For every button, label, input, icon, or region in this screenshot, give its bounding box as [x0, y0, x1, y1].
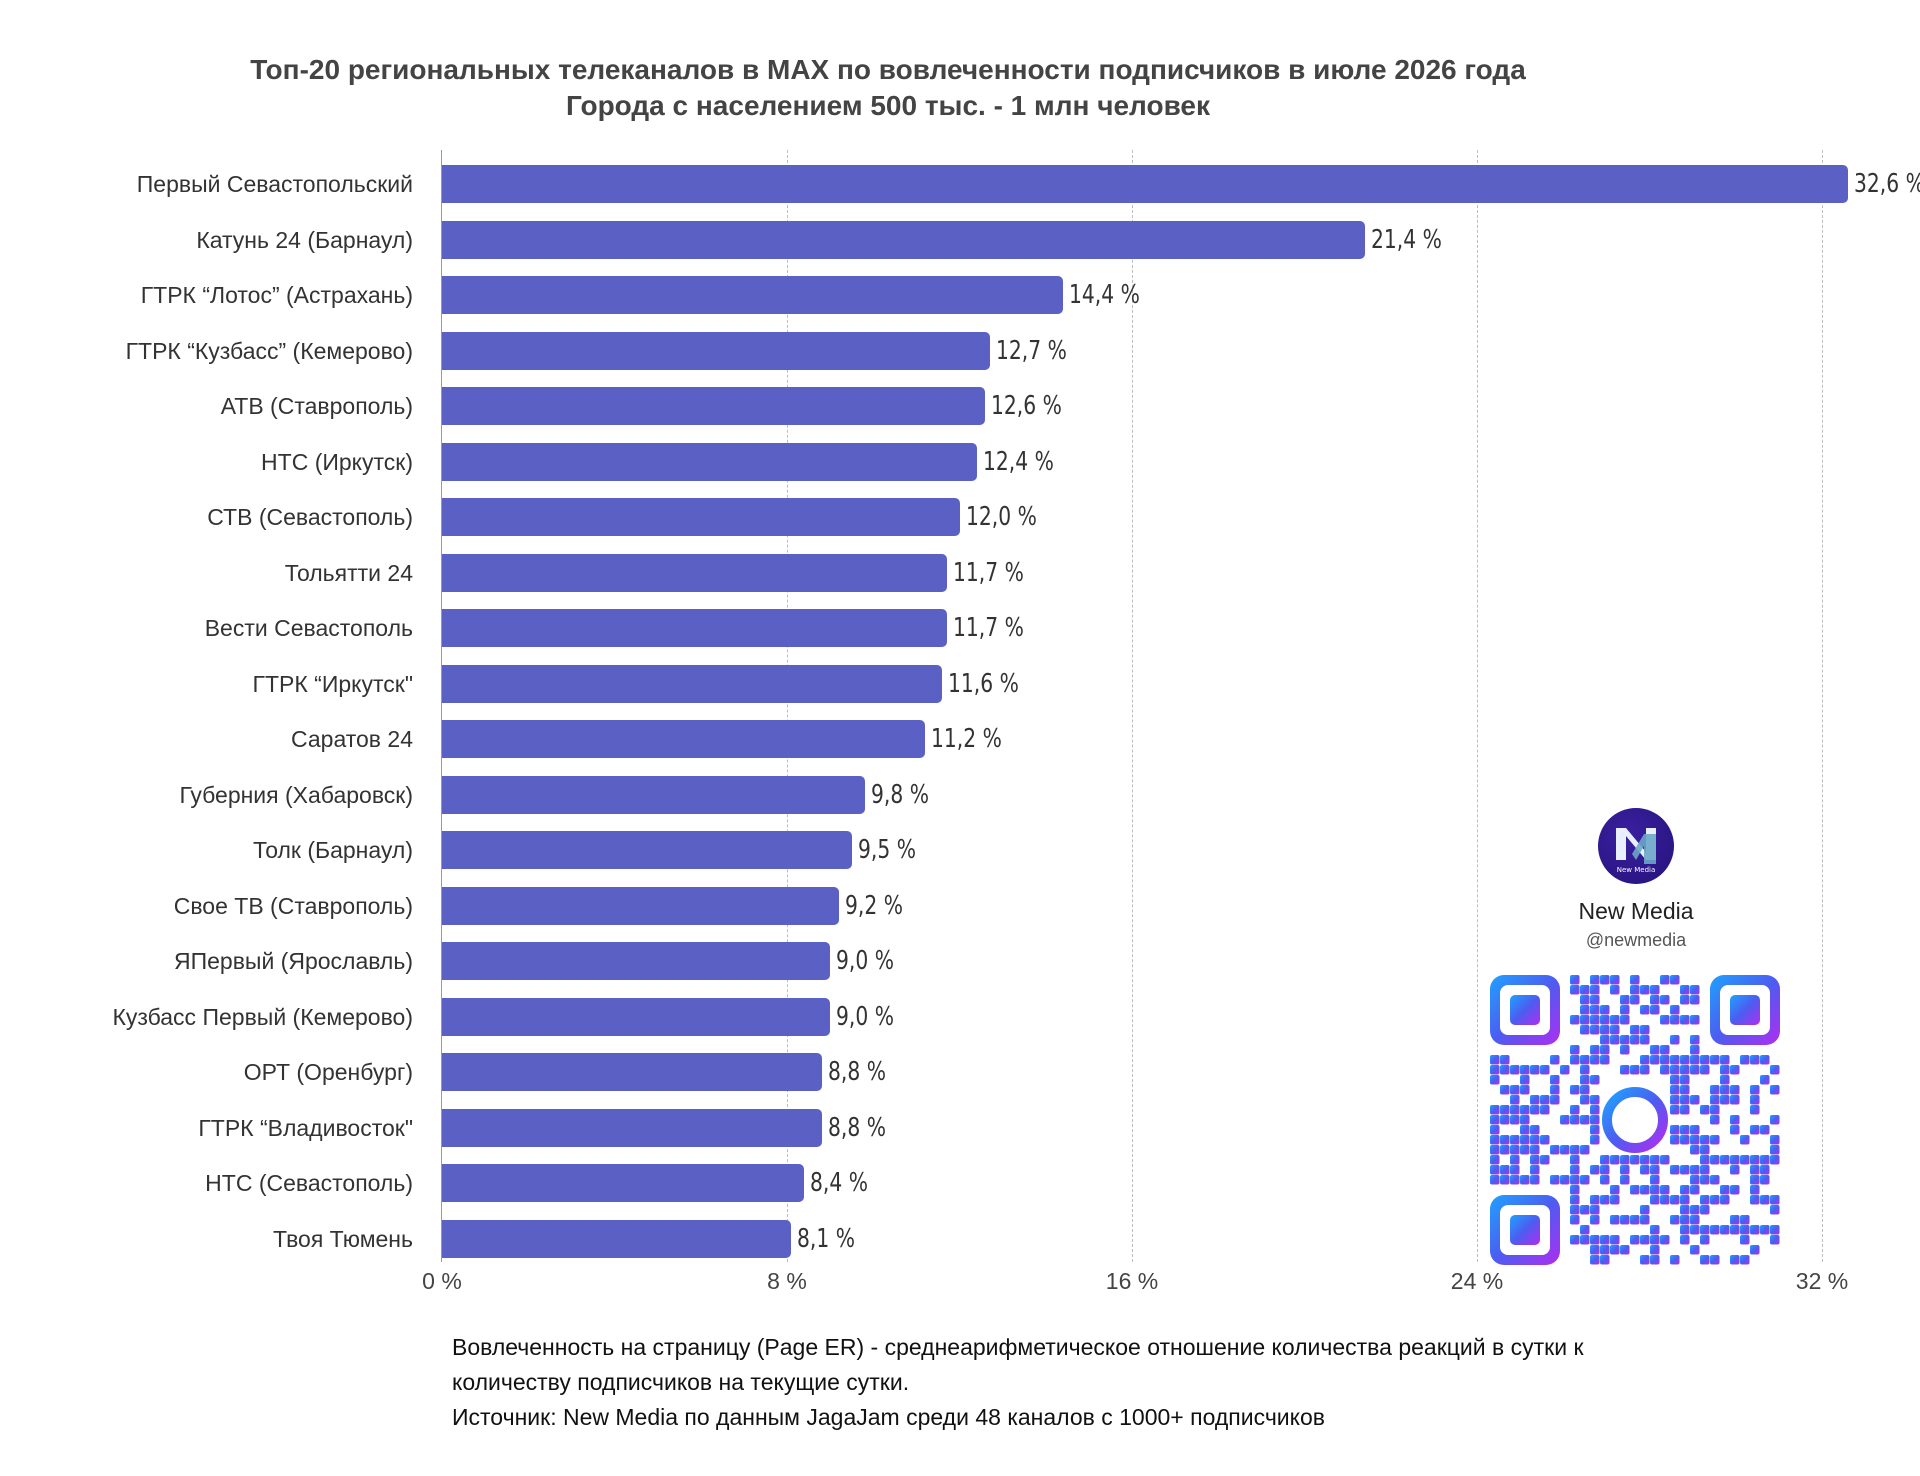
category-label: Толк (Барнаул)	[252, 837, 413, 863]
bar	[442, 1219, 792, 1258]
data-label: 9,5 %	[857, 835, 916, 865]
category-label: Первый Севастопольский	[136, 171, 413, 197]
data-label: 11,7 %	[952, 557, 1024, 588]
category-label: СТВ (Севастополь)	[207, 504, 413, 530]
bar	[442, 498, 960, 536]
bar	[442, 997, 831, 1036]
data-label: 8,4 %	[810, 1168, 869, 1198]
category-label: АТВ (Ставрополь)	[220, 393, 413, 419]
data-label: 21,4 %	[1370, 224, 1442, 255]
data-label: 12,6 %	[991, 391, 1063, 421]
x-tick-label: 16 %	[1105, 1268, 1159, 1294]
category-label: Вести Севастополь	[204, 615, 413, 641]
category-label: ГТРК “Иркутск"	[252, 670, 413, 697]
data-label: 11,7 %	[952, 613, 1024, 643]
data-label: 11,6 %	[948, 668, 1020, 699]
chart-title: Топ-20 региональных телеканалов в MAX по…	[250, 54, 1526, 85]
bar	[442, 720, 925, 758]
category-label: ОРТ (Оренбург)	[243, 1059, 413, 1085]
data-label: 11,2 %	[931, 724, 1002, 754]
category-label: Твоя Тюмень	[273, 1225, 413, 1252]
category-label: ГТРК “Лотос” (Астрахань)	[140, 282, 413, 308]
data-label: 9,8 %	[870, 779, 929, 810]
data-label: 12,0 %	[965, 502, 1037, 532]
bar	[442, 387, 986, 425]
bar	[442, 831, 852, 869]
chart-subtitle: Города с населением 500 тыс. - 1 млн чел…	[565, 90, 1210, 121]
bar	[442, 1053, 822, 1091]
category-label: Свое ТВ (Ставрополь)	[173, 892, 413, 919]
bar	[442, 276, 1063, 314]
category-label: ГТРК “Владивосток"	[198, 1114, 413, 1141]
qr-code	[1490, 975, 1780, 1265]
gridline	[1822, 150, 1823, 1262]
brand-logo-text: New Media	[1617, 866, 1656, 874]
category-label: Тольятти 24	[284, 559, 413, 586]
category-label: ЯПервый (Ярославль)	[173, 948, 413, 974]
brand-name: New Media	[1578, 898, 1694, 924]
data-label: 8,8 %	[827, 1057, 886, 1087]
brand-logo: New Media	[1598, 808, 1674, 884]
bar	[442, 165, 1848, 203]
bar	[442, 664, 943, 703]
bar	[442, 1108, 822, 1147]
gridline	[1132, 150, 1133, 1262]
bar	[442, 220, 1365, 259]
bar	[442, 942, 831, 980]
bar	[442, 553, 947, 592]
bar	[442, 609, 947, 647]
data-label: 32,6 %	[1853, 169, 1920, 199]
bar	[442, 886, 839, 925]
x-tick-label: 0 %	[422, 1268, 462, 1294]
category-label: Саратов 24	[291, 726, 413, 752]
category-label: Губерния (Хабаровск)	[179, 781, 413, 808]
data-label: 9,0 %	[836, 946, 895, 976]
data-label: 9,0 %	[836, 1001, 895, 1032]
data-label: 8,1 %	[797, 1223, 856, 1254]
gridline	[787, 150, 788, 1262]
bar	[442, 442, 977, 481]
brand-handle: @newmedia	[1585, 930, 1687, 950]
data-label: 14,4 %	[1069, 280, 1140, 310]
x-tick-label: 8 %	[767, 1268, 807, 1294]
footnote-line-1: Вовлеченность на страницу (Page ER) - ср…	[452, 1334, 1584, 1360]
category-label: Кузбасс Первый (Кемерово)	[112, 1003, 413, 1030]
data-label: 8,8 %	[827, 1112, 886, 1143]
footnote-line-2: количеству подписчиков на текущие сутки.	[452, 1369, 910, 1395]
data-label: 12,7 %	[995, 335, 1067, 366]
footnote-source: Источник: New Media по данным JagaJam ср…	[452, 1404, 1325, 1430]
data-label: 9,2 %	[844, 890, 903, 921]
data-label: 12,4 %	[982, 446, 1054, 477]
y-axis-line	[441, 150, 442, 1262]
category-label: НТС (Иркутск)	[261, 448, 413, 475]
category-label: Катунь 24 (Барнаул)	[196, 226, 413, 253]
bar	[442, 1164, 805, 1202]
bar	[442, 331, 990, 370]
gridline	[1477, 150, 1478, 1262]
category-label: НТС (Севастополь)	[205, 1170, 413, 1196]
x-tick-label: 24 %	[1450, 1268, 1504, 1294]
bar	[442, 775, 865, 814]
category-label: ГТРК “Кузбасс” (Кемерово)	[125, 337, 413, 364]
x-tick-label: 32 %	[1795, 1268, 1849, 1294]
